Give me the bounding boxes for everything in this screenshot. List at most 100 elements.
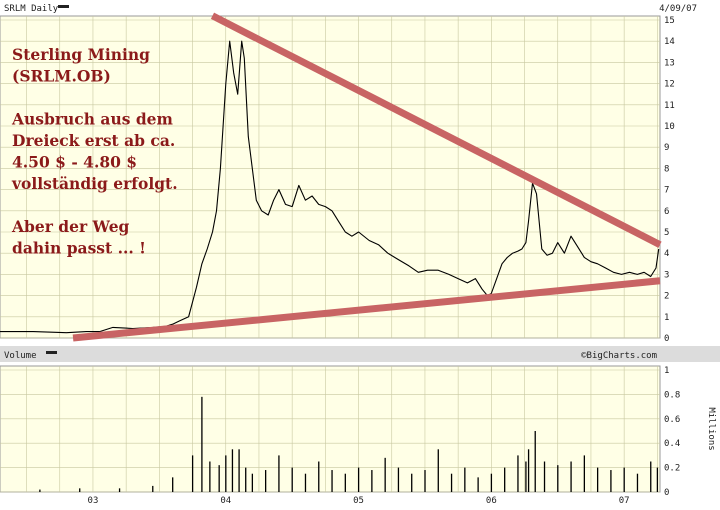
annotation-line: vollständig erfolgt. <box>11 174 178 193</box>
volume-bar <box>79 488 81 492</box>
volume-bar <box>557 465 559 492</box>
price-y-tick-label: 1 <box>664 313 669 323</box>
volume-bar <box>39 489 41 492</box>
volume-bar <box>191 455 194 492</box>
x-tick-label: 04 <box>220 496 231 506</box>
price-line <box>0 40 660 334</box>
volume-bar <box>201 396 203 492</box>
volume-y-tick-label: 0.6 <box>664 415 680 425</box>
volume-bar <box>304 473 307 492</box>
x-tick-label: 07 <box>619 496 630 506</box>
upper-trend-line <box>210 12 662 248</box>
annotation-line: Ausbruch aus dem <box>11 110 174 129</box>
price-y-tick-label: 12 <box>664 80 675 90</box>
volume-bar <box>344 473 346 492</box>
volume-bar <box>437 449 439 492</box>
volume-bar <box>464 467 466 492</box>
volume-bar <box>424 470 426 492</box>
volume-bar <box>264 470 267 492</box>
price-y-tick-label: 15 <box>664 16 675 26</box>
annotation-line: 4.50 $ - 4.80 $ <box>12 153 137 172</box>
volume-bar <box>650 461 652 492</box>
volume-bar <box>596 467 599 492</box>
volume-bar <box>570 461 572 492</box>
price-y-tick-label: 2 <box>664 292 669 302</box>
volume-bar <box>450 473 453 492</box>
price-y-tick-label: 11 <box>664 101 675 111</box>
volume-y-tick-label: 0.4 <box>664 439 680 449</box>
volume-bar <box>527 449 530 492</box>
volume-bar <box>477 477 479 492</box>
volume-y-tick-label: 0.2 <box>664 464 680 474</box>
annotation-line: Dreieck erst ab ca. <box>12 131 175 150</box>
volume-y-label: Millions <box>706 407 716 450</box>
volume-dropdown-icon[interactable] <box>46 351 57 354</box>
volume-plot-area <box>0 365 661 493</box>
annotation-line: Aber der Weg <box>11 217 130 236</box>
volume-bars <box>39 396 659 492</box>
price-y-tick-label: 4 <box>664 249 669 259</box>
volume-y-axis: 0 0.2 0.4 0.6 0.8 1 <box>664 366 680 498</box>
volume-bar <box>231 449 234 492</box>
volume-bar <box>251 473 254 492</box>
volume-bar <box>238 449 240 492</box>
volume-bar <box>397 467 400 492</box>
price-y-tick-label: 8 <box>664 164 669 174</box>
volume-y-tick-label: 0 <box>664 488 669 498</box>
volume-bar <box>318 461 320 492</box>
price-y-tick-label: 6 <box>664 207 669 217</box>
annotation-text: Sterling Mining (SRLM.OB) Ausbruch aus dem… <box>11 45 178 258</box>
x-tick-label: 05 <box>353 496 364 506</box>
price-y-tick-label: 0 <box>664 334 669 344</box>
annotation-line: (SRLM.OB) <box>12 67 111 86</box>
volume-title: Volume <box>4 351 37 361</box>
volume-bar <box>331 470 333 492</box>
volume-header-bar <box>0 346 720 362</box>
volume-bar <box>225 455 227 492</box>
volume-bar <box>525 461 527 492</box>
price-y-tick-label: 5 <box>664 228 669 238</box>
price-series <box>0 40 660 334</box>
title-dropdown-icon[interactable] <box>58 5 69 8</box>
volume-y-tick-label: 1 <box>664 366 669 376</box>
price-y-tick-label: 7 <box>664 186 669 196</box>
volume-bar <box>411 473 413 492</box>
price-y-tick-label: 14 <box>664 37 675 47</box>
volume-bar <box>278 455 280 492</box>
volume-bar <box>118 488 121 492</box>
volume-bar <box>583 455 586 492</box>
volume-bar <box>218 465 220 492</box>
volume-bar <box>517 455 519 492</box>
x-axis: 03 04 05 06 07 <box>88 496 630 506</box>
price-y-tick-label: 3 <box>664 270 669 280</box>
volume-bar <box>656 467 659 492</box>
volume-bar <box>152 485 154 492</box>
price-y-tick-label: 13 <box>664 58 675 68</box>
volume-bar <box>209 461 211 492</box>
watermark: ©BigCharts.com <box>581 351 657 361</box>
volume-y-tick-label: 0.8 <box>664 390 680 400</box>
price-plot-area <box>0 15 661 339</box>
volume-bar <box>534 431 536 492</box>
volume-bar <box>504 467 506 492</box>
price-y-tick-label: 10 <box>664 122 675 132</box>
chart-date: 4/09/07 <box>659 4 697 14</box>
price-y-tick-label: 9 <box>664 143 669 153</box>
x-tick-label: 03 <box>88 496 99 506</box>
volume-bar <box>357 467 360 492</box>
volume-bar <box>490 473 493 492</box>
volume-grid <box>0 366 660 493</box>
volume-bar <box>610 470 612 492</box>
volume-bar <box>172 477 174 492</box>
volume-bar <box>245 467 247 492</box>
chart-title: SRLM Daily <box>4 4 59 14</box>
annotation-line: Sterling Mining <box>12 45 150 64</box>
x-tick-label: 06 <box>486 496 497 506</box>
price-header-bar <box>0 0 720 16</box>
annotation-line: dahin passt ... ! <box>12 239 146 258</box>
volume-bar <box>623 467 625 492</box>
volume-bar <box>384 457 386 492</box>
volume-bar <box>291 467 293 492</box>
